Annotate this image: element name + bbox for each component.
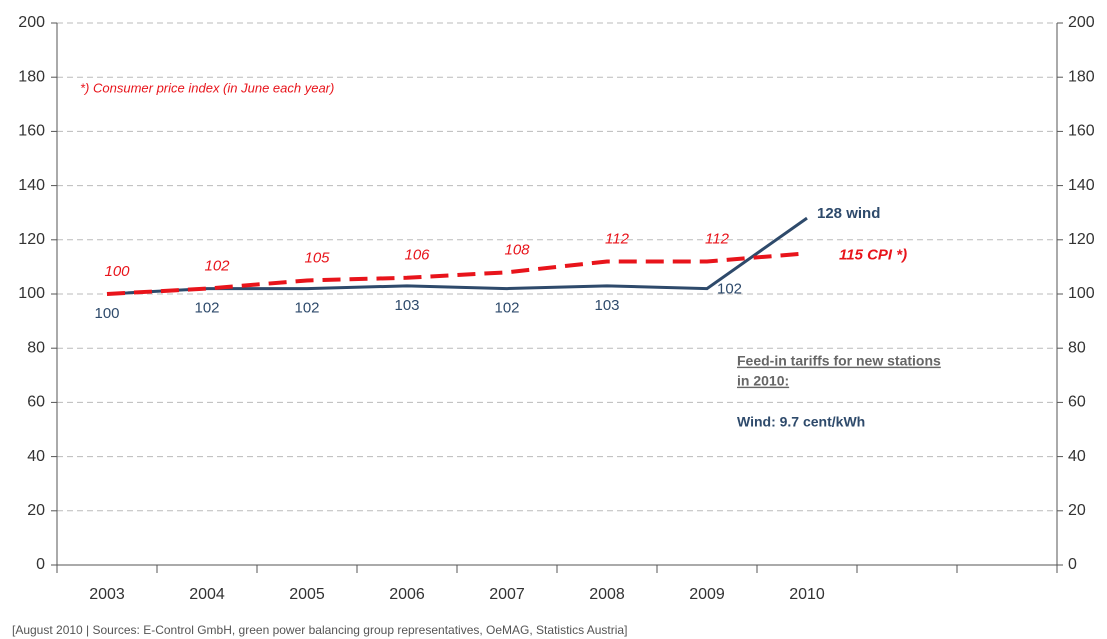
- data-label: 102: [294, 300, 319, 317]
- data-label: 102: [494, 300, 519, 317]
- data-label: 108: [504, 241, 530, 258]
- y-tick-label: 80: [27, 339, 45, 356]
- x-tick-label: 2006: [389, 586, 425, 603]
- y-tick-label: 160: [18, 123, 45, 140]
- data-label: 105: [304, 249, 330, 266]
- y2-tick-label: 140: [1068, 177, 1095, 194]
- data-label: 112: [705, 230, 730, 247]
- y2-tick-label: 80: [1068, 339, 1086, 356]
- y-tick-label: 0: [36, 556, 45, 573]
- data-label: 115 CPI *): [839, 246, 907, 263]
- y2-tick-label: 200: [1068, 14, 1095, 31]
- y-tick-label: 100: [18, 285, 45, 302]
- x-tick-label: 2004: [189, 586, 225, 603]
- box-title: Feed-in tariffs for new stations: [737, 353, 941, 369]
- x-tick-label: 2008: [589, 586, 625, 603]
- data-label: 103: [594, 297, 619, 314]
- source: [August 2010 | Sources: E-Control GmbH, …: [12, 623, 627, 637]
- x-tick-label: 2007: [489, 586, 525, 603]
- y2-tick-label: 60: [1068, 394, 1086, 411]
- data-label: 106: [404, 247, 430, 264]
- note: *) Consumer price index (in June each ye…: [80, 80, 334, 95]
- y-tick-label: 20: [27, 502, 45, 519]
- y-tick-label: 140: [18, 177, 45, 194]
- x-tick-label: 2005: [289, 586, 325, 603]
- y2-tick-label: 0: [1068, 556, 1077, 573]
- data-label: 102: [717, 281, 742, 298]
- box-title: in 2010:: [737, 373, 789, 389]
- y-tick-label: 200: [18, 14, 45, 31]
- x-tick-label: 2003: [89, 586, 125, 603]
- box-text: Wind: 9.7 cent/kWh: [737, 414, 865, 430]
- data-label: 112: [605, 230, 630, 247]
- y2-tick-label: 120: [1068, 231, 1095, 248]
- data-label: 102: [204, 258, 230, 275]
- series-line: [106, 251, 808, 296]
- x-tick-label: 2010: [789, 586, 825, 603]
- y-tick-label: 40: [27, 448, 45, 465]
- y2-tick-label: 160: [1068, 123, 1095, 140]
- y2-tick-label: 180: [1068, 68, 1095, 85]
- y2-tick-label: 100: [1068, 285, 1095, 302]
- y2-tick-label: 40: [1068, 448, 1086, 465]
- y-tick-label: 120: [18, 231, 45, 248]
- data-label: 128 wind: [817, 205, 880, 222]
- data-label: 100: [104, 263, 130, 280]
- data-label: 102: [194, 300, 219, 317]
- y-tick-label: 60: [27, 394, 45, 411]
- data-label: 103: [394, 297, 419, 314]
- y2-tick-label: 20: [1068, 502, 1086, 519]
- x-tick-label: 2009: [689, 586, 725, 603]
- series-line: [106, 216, 808, 296]
- y-tick-label: 180: [18, 68, 45, 85]
- data-label: 100: [94, 305, 119, 322]
